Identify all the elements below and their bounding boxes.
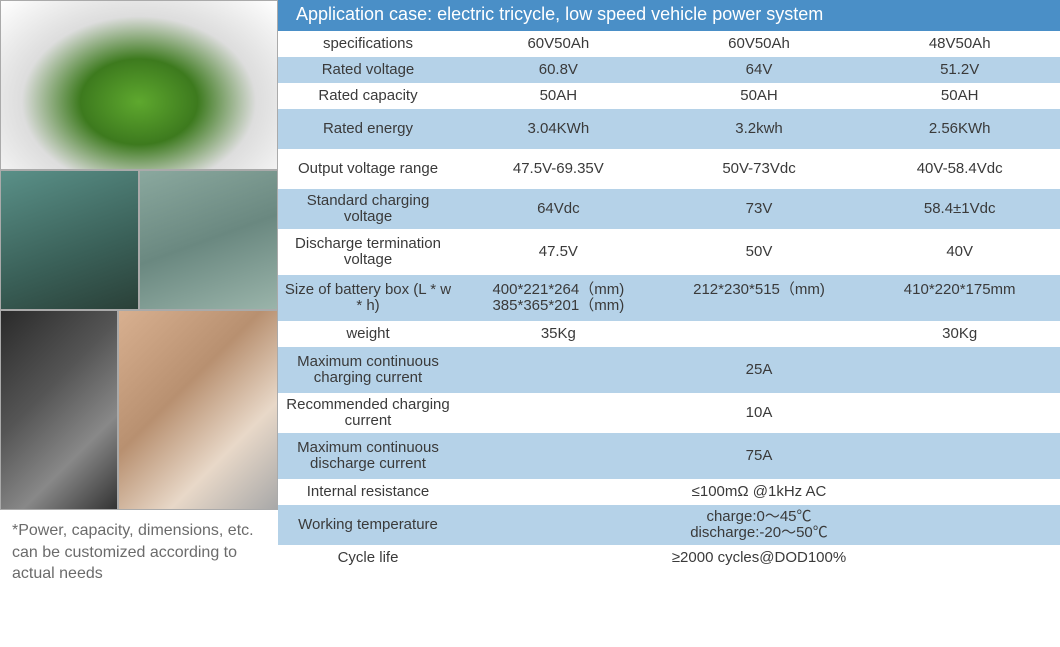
- spec-value-merged: ≤100mΩ @1kHz AC: [458, 482, 1060, 503]
- spec-label: Output voltage range: [278, 159, 458, 179]
- spec-value: 50V: [659, 242, 860, 263]
- spec-row: weight35Kg 30Kg: [278, 321, 1060, 347]
- spec-values: charge:0～45℃ discharge:-20～50℃: [458, 507, 1060, 544]
- spec-label: Maximum continuous charging current: [278, 352, 458, 388]
- tricycle-image: [0, 0, 278, 170]
- spec-values: 400*221*264（mm) 385*365*201（mm)212*230*5…: [458, 280, 1060, 317]
- spec-value-merged: charge:0～45℃ discharge:-20～50℃: [458, 507, 1060, 544]
- spec-value: 400*221*264（mm) 385*365*201（mm): [458, 280, 659, 317]
- spec-value-merged: 25A: [458, 360, 1060, 381]
- spec-value-merged: 10A: [458, 403, 1060, 424]
- spec-value: 50AH: [458, 86, 659, 107]
- spec-value: 64V: [659, 60, 860, 81]
- spec-value: 3.2kwh: [659, 119, 860, 140]
- spec-label: Rated energy: [278, 119, 458, 139]
- spec-value: 3.04KWh: [458, 119, 659, 140]
- spec-value: 51.2V: [859, 60, 1060, 81]
- spec-value: 35Kg: [458, 324, 659, 345]
- spec-row: Size of battery box (L * w * h)400*221*2…: [278, 275, 1060, 321]
- spec-value: 47.5V-69.35V: [458, 159, 659, 180]
- spec-values: 50AH50AH50AH: [458, 86, 1060, 107]
- spec-label: weight: [278, 324, 458, 344]
- cargo-tricycle-image: [0, 310, 118, 510]
- spec-row: Discharge termination voltage47.5V50V40V: [278, 229, 1060, 275]
- spec-label: Internal resistance: [278, 482, 458, 502]
- spec-value: 2.56KWh: [859, 119, 1060, 140]
- spec-values: 47.5V-69.35V50V-73Vdc40V-58.4Vdc: [458, 159, 1060, 180]
- spec-value: 50AH: [659, 86, 860, 107]
- spec-label: Standard charging voltage: [278, 191, 458, 227]
- spec-values: 75A: [458, 446, 1060, 467]
- spec-row: Standard charging voltage64Vdc73V58.4±1V…: [278, 189, 1060, 229]
- spec-label: Cycle life: [278, 548, 458, 568]
- battery-pack-image: [0, 170, 139, 310]
- spec-value: [659, 324, 860, 345]
- spec-values: ≥2000 cycles@DOD100%: [458, 548, 1060, 569]
- spec-row: Rated voltage60.8V64V51.2V: [278, 57, 1060, 83]
- spec-value: 30Kg: [859, 324, 1060, 345]
- spec-row: Output voltage range47.5V-69.35V50V-73Vd…: [278, 149, 1060, 189]
- spec-row: Recommended charging current10A: [278, 393, 1060, 433]
- spec-value: 50AH: [859, 86, 1060, 107]
- spec-row: specifications60V50Ah60V50Ah48V50Ah: [278, 31, 1060, 57]
- customization-note: *Power, capacity, dimensions, etc. can b…: [0, 510, 278, 589]
- battery-box-image: [139, 170, 278, 310]
- spec-value: 410*220*175mm: [859, 280, 1060, 317]
- image-sidebar: *Power, capacity, dimensions, etc. can b…: [0, 0, 278, 647]
- spec-values: 47.5V50V40V: [458, 242, 1060, 263]
- spec-row: Cycle life≥2000 cycles@DOD100%: [278, 545, 1060, 571]
- spec-value: 40V-58.4Vdc: [859, 159, 1060, 180]
- spec-values: 35Kg 30Kg: [458, 324, 1060, 345]
- spec-row: Rated energy3.04KWh3.2kwh2.56KWh: [278, 109, 1060, 149]
- spec-values: 60V50Ah60V50Ah48V50Ah: [458, 34, 1060, 55]
- spec-row: Maximum continuous charging current25A: [278, 347, 1060, 393]
- spec-value: 60V50Ah: [659, 34, 860, 55]
- spec-row: Working temperaturecharge:0～45℃ discharg…: [278, 505, 1060, 545]
- spec-label: Rated voltage: [278, 60, 458, 80]
- spec-values: 10A: [458, 403, 1060, 424]
- spec-value-merged: ≥2000 cycles@DOD100%: [458, 548, 1060, 569]
- spec-value: 212*230*515（mm): [659, 280, 860, 317]
- title-bar: Application case: electric tricycle, low…: [278, 0, 1060, 31]
- spec-label: Discharge termination voltage: [278, 234, 458, 270]
- spec-values: 60.8V64V51.2V: [458, 60, 1060, 81]
- spec-value: 50V-73Vdc: [659, 159, 860, 180]
- spec-value: 40V: [859, 242, 1060, 263]
- spec-values: 25A: [458, 360, 1060, 381]
- spec-value: 48V50Ah: [859, 34, 1060, 55]
- spec-label: Working temperature: [278, 515, 458, 535]
- spec-label: Rated capacity: [278, 86, 458, 106]
- spec-values: ≤100mΩ @1kHz AC: [458, 482, 1060, 503]
- spec-row: Maximum continuous discharge current75A: [278, 433, 1060, 479]
- spec-value-merged: 75A: [458, 446, 1060, 467]
- spec-label: Recommended charging current: [278, 395, 458, 431]
- spec-label: Size of battery box (L * w * h): [278, 280, 458, 316]
- spec-value: 58.4±1Vdc: [859, 199, 1060, 220]
- spec-rows-container: specifications60V50Ah60V50Ah48V50AhRated…: [278, 31, 1060, 571]
- spec-row: Internal resistance≤100mΩ @1kHz AC: [278, 479, 1060, 505]
- spec-label: specifications: [278, 34, 458, 54]
- spec-values: 64Vdc73V58.4±1Vdc: [458, 199, 1060, 220]
- spec-value: 60V50Ah: [458, 34, 659, 55]
- spec-value: 47.5V: [458, 242, 659, 263]
- spec-value: 60.8V: [458, 60, 659, 81]
- spec-row: Rated capacity50AH50AH50AH: [278, 83, 1060, 109]
- spec-values: 3.04KWh3.2kwh2.56KWh: [458, 119, 1060, 140]
- spec-value: 64Vdc: [458, 199, 659, 220]
- spec-table: Application case: electric tricycle, low…: [278, 0, 1060, 647]
- spec-value: 73V: [659, 199, 860, 220]
- spec-label: Maximum continuous discharge current: [278, 438, 458, 474]
- warehouse-image: [118, 310, 278, 510]
